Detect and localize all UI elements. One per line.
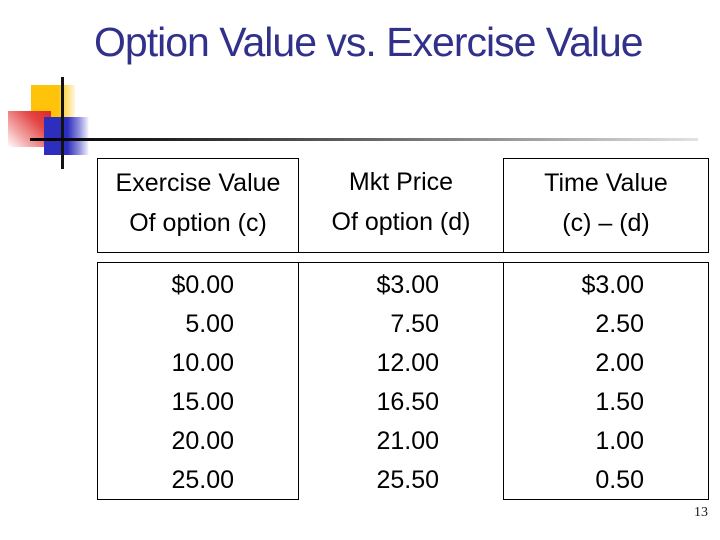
table-cell-value: $3.00 (581, 271, 644, 299)
table-cell-value: 16.50 (376, 388, 439, 416)
header-exercise-value: Exercise Value Of option (c) (97, 158, 298, 253)
column-mkt-price-values: $3.00 7.50 12.00 16.50 21.00 25.50 (298, 262, 504, 500)
table-cell-value: 1.50 (595, 388, 644, 416)
table-cell-value: 20.00 (171, 427, 234, 455)
table-cell-value: 25.50 (376, 466, 439, 494)
ornament-vertical-line (61, 77, 64, 169)
header-time-value: Time Value (c) – (d) (504, 158, 709, 253)
slide-number: 13 (694, 505, 708, 520)
header-line: Mkt Price (348, 168, 454, 196)
header-mkt-price: Mkt Price Of option (d) (298, 158, 504, 253)
table-cell-value: 15.00 (171, 388, 234, 416)
table-header-row: Exercise Value Of option (c) Mkt Price O… (97, 158, 709, 253)
table-value-row: $0.00 5.00 10.00 15.00 20.00 25.00 $3.00… (97, 262, 709, 500)
table-cell-value: 10.00 (171, 349, 234, 377)
table-cell-value: 12.00 (376, 349, 439, 377)
table-cell-value: 1.00 (595, 427, 644, 455)
ornament-blue-square (44, 117, 89, 155)
table-cell-value: 7.50 (390, 310, 439, 338)
table-cell-value: 5.00 (185, 310, 234, 338)
header-line: (c) – (d) (562, 209, 650, 237)
table-cell-value: 0.50 (595, 466, 644, 494)
column-exercise-values: $0.00 5.00 10.00 15.00 20.00 25.00 (97, 262, 298, 500)
table-cell-value: 2.50 (595, 310, 644, 338)
table-cell-value: $3.00 (376, 271, 439, 299)
header-line: Exercise Value (115, 169, 281, 197)
header-line: Time Value (544, 169, 668, 197)
column-time-value-values: $3.00 2.50 2.00 1.50 1.00 0.50 (504, 262, 709, 500)
header-line: Of option (c) (129, 209, 267, 237)
table-cell-value: 2.00 (595, 349, 644, 377)
table-cell-value: 25.00 (171, 466, 234, 494)
header-line: Of option (d) (331, 208, 471, 236)
table-cell-value: $0.00 (171, 271, 234, 299)
table-cell-value: 21.00 (376, 427, 439, 455)
ornament-red-square (8, 111, 51, 147)
slide-title: Option Value vs. Exercise Value (94, 19, 644, 65)
title-underline-rule (30, 138, 698, 141)
